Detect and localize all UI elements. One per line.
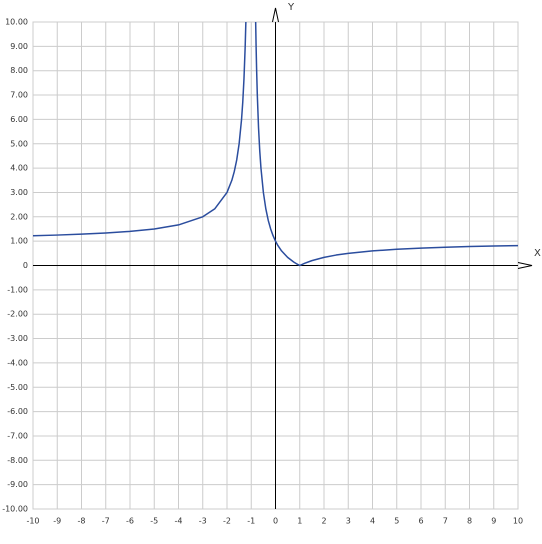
y-axis-arrow — [272, 7, 279, 23]
y-tick-label: -4.00 — [7, 358, 28, 367]
y-tick-label: -9.00 — [7, 480, 28, 489]
x-tick-label: -1 — [247, 517, 255, 526]
y-tick-label: 1.00 — [10, 237, 28, 246]
x-tick-label: -9 — [53, 517, 61, 526]
x-tick-label: -7 — [102, 517, 110, 526]
x-tick-label: 5 — [394, 517, 399, 526]
y-tick-label: -2.00 — [7, 310, 28, 319]
x-tick-label: 8 — [467, 517, 472, 526]
x-tick-label: 3 — [346, 517, 351, 526]
y-axis-label: Y — [287, 2, 295, 13]
y-tick-label: 9.00 — [10, 42, 28, 51]
y-tick-label: 0 — [23, 261, 28, 270]
y-tick-label: 5.00 — [10, 139, 28, 148]
x-tick-label: -2 — [223, 517, 231, 526]
y-tick-label: 10.00 — [5, 18, 28, 27]
y-tick-label: -8.00 — [7, 456, 28, 465]
x-tick-label: 2 — [321, 517, 326, 526]
y-tick-label: 3.00 — [10, 188, 28, 197]
x-tick-label: -4 — [175, 517, 183, 526]
x-axis-arrow — [517, 262, 533, 269]
y-tick-label: -1.00 — [7, 285, 28, 294]
x-tick-label: -3 — [199, 517, 207, 526]
y-tick-label: -6.00 — [7, 407, 28, 416]
y-tick-label: -5.00 — [7, 383, 28, 392]
y-tick-label: -7.00 — [7, 431, 28, 440]
y-tick-label: -3.00 — [7, 334, 28, 343]
y-tick-label: 6.00 — [10, 115, 28, 124]
x-axis-label: X — [534, 248, 541, 259]
y-tick-label: 8.00 — [10, 66, 28, 75]
x-tick-label: -8 — [78, 517, 86, 526]
y-tick-label: -10.00 — [2, 505, 28, 514]
x-tick-label: 9 — [491, 517, 496, 526]
x-tick-label: -6 — [126, 517, 134, 526]
x-tick-label: 7 — [443, 517, 448, 526]
x-tick-label: 6 — [418, 517, 423, 526]
x-tick-label: 1 — [297, 517, 302, 526]
y-tick-label: 7.00 — [10, 91, 28, 100]
series-line — [33, 22, 518, 267]
y-tick-label: 4.00 — [10, 164, 28, 173]
x-tick-label: -10 — [26, 517, 39, 526]
y-tick-label: 2.00 — [10, 212, 28, 221]
x-tick-label: 10 — [513, 517, 523, 526]
x-tick-label: 4 — [370, 517, 375, 526]
x-tick-label: -5 — [150, 517, 158, 526]
x-tick-label: 0 — [273, 517, 278, 526]
